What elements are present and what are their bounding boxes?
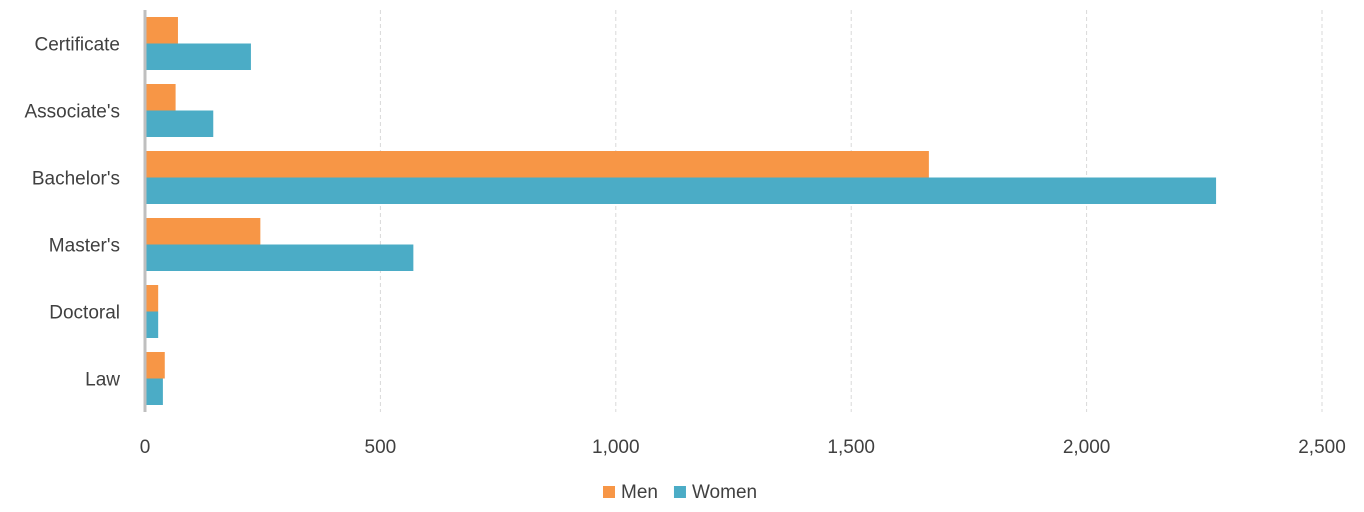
x-tick-label: 1,000 (592, 437, 640, 458)
category-label: Associate's (24, 102, 120, 123)
bar-men-2 (145, 151, 929, 178)
category-label: Doctoral (49, 303, 120, 324)
gridlines (379, 10, 1323, 412)
bar-men-4 (145, 285, 159, 312)
category-label: Master's (49, 236, 120, 257)
bar-women-2 (145, 177, 1217, 204)
bars (145, 17, 1217, 405)
bar-women-0 (145, 43, 251, 70)
x-tick-label: 500 (365, 437, 397, 458)
category-label: Bachelor's (32, 169, 120, 190)
bar-men-3 (145, 218, 261, 245)
bar-men-5 (145, 352, 165, 379)
x-tick-label: 1,500 (827, 437, 875, 458)
category-label: Certificate (34, 35, 120, 56)
legend-swatch-women (673, 486, 686, 498)
bar-women-5 (145, 378, 163, 405)
x-tick-label: 0 (140, 437, 151, 458)
bar-men-0 (145, 17, 178, 44)
x-tick-label: 2,500 (1298, 437, 1346, 458)
x-tick-label: 2,000 (1063, 437, 1111, 458)
legend-label-men: Men (621, 482, 658, 503)
category-label: Law (85, 370, 120, 391)
bar-women-4 (145, 311, 159, 338)
legend-swatch-men (603, 486, 615, 498)
bar-women-3 (145, 244, 414, 271)
labels: 0 500 1,000 1,500 2,000 2,500 Certificate Assoc… (24, 35, 1345, 459)
bar-women-1 (145, 110, 214, 137)
legend: Men Women (603, 482, 757, 503)
bar-men-1 (145, 84, 176, 111)
legend-label-women: Women (692, 482, 757, 503)
